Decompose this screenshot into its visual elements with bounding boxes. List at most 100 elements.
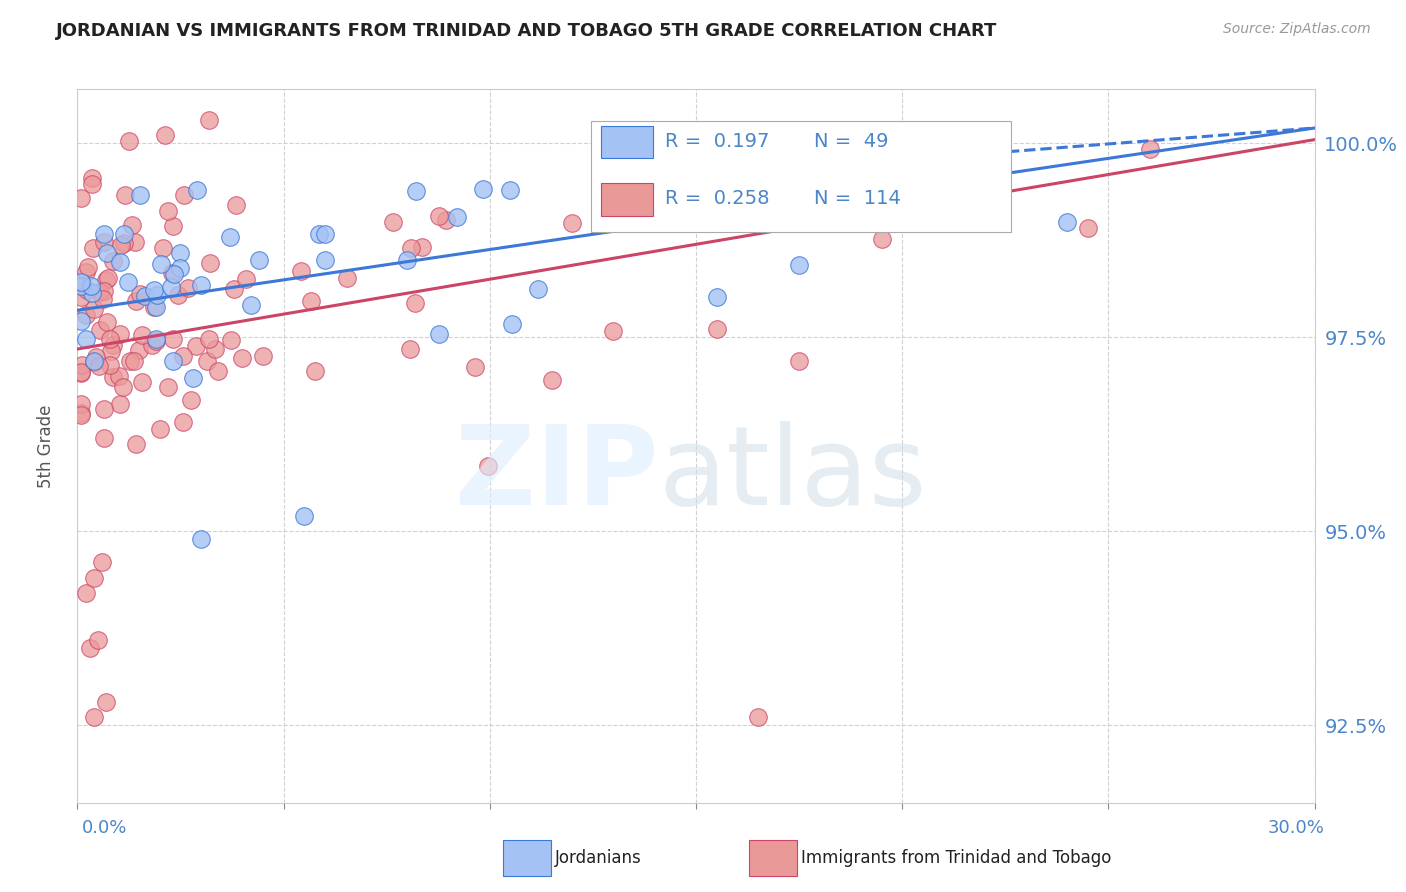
Point [75,332,97,346]
Point [399,241,422,255]
Point [190,278,212,293]
Point [103,253,125,268]
FancyBboxPatch shape [591,121,1011,232]
Point [79,640,101,655]
Point [156,379,179,393]
Point [204,342,226,356]
Point [219,230,242,244]
Text: N =  49: N = 49 [814,132,889,151]
Point [235,271,257,285]
FancyBboxPatch shape [600,126,652,159]
Point [145,288,167,302]
Text: atlas: atlas [659,421,928,528]
Point [177,281,200,295]
Point [80,171,103,186]
Point [172,349,194,363]
Text: 0.0%: 0.0% [82,819,127,837]
Point [169,261,191,276]
Point [222,282,245,296]
Point [399,342,422,356]
Point [706,322,728,336]
Point [526,282,548,296]
Text: Source: ZipAtlas.com: Source: ZipAtlas.com [1223,22,1371,37]
Point [70,367,93,381]
Point [70,276,93,290]
Text: JORDANIAN VS IMMIGRANTS FROM TRINIDAD AND TOBAGO 5TH GRADE CORRELATION CHART: JORDANIAN VS IMMIGRANTS FROM TRINIDAD AN… [56,22,998,40]
Point [184,339,207,353]
Point [198,333,221,347]
Text: Immigrants from Trinidad and Tobago: Immigrants from Trinidad and Tobago [801,849,1112,867]
Point [747,177,769,191]
Point [76,283,98,297]
Point [870,232,893,246]
Point [1056,215,1078,229]
Point [304,364,326,378]
Point [477,459,499,474]
Point [70,396,93,410]
Text: Jordanians: Jordanians [555,849,643,867]
Point [207,364,229,378]
Point [110,397,132,411]
Point [77,260,100,275]
Text: 5th Grade: 5th Grade [38,404,55,488]
Point [540,373,562,387]
Point [96,273,118,287]
Point [125,437,148,451]
Point [145,300,167,314]
Point [70,191,93,205]
Point [231,351,253,365]
Point [198,256,221,270]
Point [110,238,132,252]
Point [80,279,103,293]
Point [225,198,247,212]
Point [103,338,125,352]
Point [411,240,433,254]
Point [98,359,121,373]
Point [82,241,104,255]
Point [128,188,150,202]
FancyBboxPatch shape [600,183,652,216]
Point [464,360,486,375]
Point [143,300,166,314]
Point [173,188,195,202]
Text: ZIP: ZIP [456,421,659,528]
Point [870,198,893,212]
Point [124,235,146,249]
Point [82,286,104,301]
Point [112,235,135,250]
Point [471,182,494,196]
Text: 30.0%: 30.0% [1268,819,1324,837]
Point [118,353,141,368]
Point [128,287,150,301]
Point [97,270,120,285]
Point [134,288,156,302]
Point [145,333,167,347]
Point [195,353,218,368]
Point [121,218,143,232]
Point [498,183,520,197]
Point [96,695,118,709]
Point [75,308,97,322]
Point [91,292,114,306]
Point [108,369,131,384]
Point [72,359,94,373]
Point [292,508,315,523]
Point [155,128,177,142]
Point [166,288,188,302]
Point [70,290,93,304]
Point [162,332,184,346]
Point [89,285,111,299]
Point [87,632,110,647]
Point [1139,143,1161,157]
Point [93,227,115,241]
Point [83,354,105,368]
Point [96,315,118,329]
Point [162,219,184,233]
Point [169,246,191,260]
Point [122,354,145,368]
Point [84,350,107,364]
Point [561,216,583,230]
Point [162,354,184,368]
Point [112,227,135,242]
Point [747,710,769,724]
